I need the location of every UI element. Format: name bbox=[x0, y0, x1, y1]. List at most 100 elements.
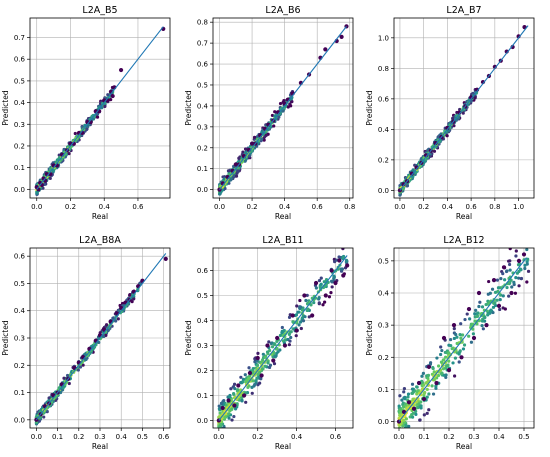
x-tick-label: 0.0 bbox=[213, 433, 224, 441]
density-point bbox=[307, 315, 311, 319]
density-point bbox=[317, 301, 321, 305]
density-point bbox=[435, 356, 439, 360]
density-point bbox=[304, 298, 308, 303]
y-tick-label: 1.0 bbox=[378, 34, 389, 42]
density-point bbox=[452, 124, 456, 128]
y-tick-label: 0.4 bbox=[378, 290, 390, 298]
density-point bbox=[317, 279, 322, 283]
y-tick-label: 0.7 bbox=[14, 34, 25, 42]
x-tick-label: 0.6 bbox=[158, 433, 170, 441]
density-point bbox=[455, 335, 459, 339]
y-tick-label: 0.3 bbox=[14, 121, 25, 129]
data-point bbox=[275, 335, 280, 341]
density-point bbox=[289, 330, 293, 334]
density-point bbox=[430, 384, 434, 388]
density-point bbox=[503, 278, 507, 282]
density-point bbox=[406, 435, 409, 438]
density-point bbox=[414, 412, 418, 416]
density-point bbox=[277, 115, 281, 119]
density-point bbox=[436, 364, 441, 368]
density-point bbox=[270, 345, 275, 349]
density-point bbox=[227, 412, 231, 416]
density-point bbox=[84, 128, 88, 132]
y-tick-label: 0.6 bbox=[197, 267, 209, 275]
y-tick-label: 0.4 bbox=[197, 102, 209, 110]
density-point bbox=[337, 255, 341, 259]
density-point bbox=[510, 285, 514, 289]
density-point bbox=[480, 324, 484, 328]
density-point bbox=[299, 305, 303, 309]
density-point bbox=[507, 262, 512, 267]
axes-frame bbox=[29, 17, 171, 199]
density-point bbox=[330, 285, 334, 289]
density-point bbox=[411, 397, 415, 401]
data-point bbox=[310, 313, 315, 318]
density-point bbox=[475, 314, 479, 319]
density-point bbox=[327, 295, 332, 299]
density-point bbox=[252, 384, 256, 388]
density-point bbox=[404, 402, 408, 406]
density-point bbox=[452, 327, 456, 331]
x-tick-label: 0.2 bbox=[246, 203, 257, 211]
density-point bbox=[401, 443, 404, 446]
x-tick-label: 0.4 bbox=[493, 433, 505, 441]
density-point bbox=[287, 315, 292, 319]
density-point bbox=[422, 413, 426, 417]
density-point bbox=[52, 168, 56, 173]
data-point bbox=[236, 383, 241, 388]
density-point bbox=[463, 317, 467, 322]
density-point bbox=[34, 415, 39, 419]
density-point bbox=[323, 300, 327, 304]
axes-frame bbox=[212, 17, 354, 199]
density-point bbox=[243, 373, 247, 377]
y-axis-label: Predicted bbox=[365, 320, 374, 355]
density-point bbox=[111, 316, 115, 320]
data-point bbox=[313, 280, 319, 286]
y-tick-label: 0.1 bbox=[197, 392, 208, 400]
density-point bbox=[398, 426, 402, 428]
y-tick-label: 0.6 bbox=[14, 253, 26, 261]
density-point bbox=[442, 373, 446, 377]
density-point bbox=[451, 116, 455, 120]
density-point bbox=[457, 352, 461, 356]
y-tick-label: 0.1 bbox=[14, 389, 25, 397]
y-axis-label: Predicted bbox=[184, 90, 193, 125]
density-point bbox=[473, 312, 477, 316]
data-point bbox=[242, 393, 247, 398]
x-tick-label: 0.0 bbox=[31, 433, 42, 441]
y-tick-label: 0.6 bbox=[378, 95, 390, 103]
density-point bbox=[477, 304, 481, 309]
density-point bbox=[488, 309, 492, 313]
density-point bbox=[266, 361, 270, 365]
density-point bbox=[437, 135, 441, 139]
data-point bbox=[345, 263, 350, 268]
data-point bbox=[501, 265, 507, 270]
density-point bbox=[47, 396, 51, 400]
density-point bbox=[299, 326, 303, 331]
x-axis-label: Real bbox=[275, 442, 291, 451]
density-point bbox=[461, 333, 465, 337]
density-point bbox=[473, 96, 477, 100]
density-point bbox=[322, 280, 326, 284]
density-point bbox=[278, 333, 283, 338]
x-axis-label: Real bbox=[275, 212, 291, 221]
density-point bbox=[259, 360, 263, 364]
density-point bbox=[490, 287, 495, 291]
x-axis-label: Real bbox=[92, 442, 108, 451]
data-points bbox=[216, 248, 350, 428]
density-point bbox=[410, 415, 415, 419]
subplot-title: L2A_B8A bbox=[79, 235, 121, 246]
density-point bbox=[493, 301, 497, 305]
density-point bbox=[459, 336, 463, 340]
density-point bbox=[229, 178, 233, 182]
data-point bbox=[259, 373, 264, 378]
density-point bbox=[427, 408, 431, 412]
density-point bbox=[272, 362, 277, 366]
density-point bbox=[258, 381, 262, 385]
y-tick-label: 0.4 bbox=[14, 307, 26, 315]
density-point bbox=[501, 272, 505, 276]
density-point bbox=[403, 397, 407, 401]
axes-frame bbox=[393, 247, 535, 429]
y-tick-label: 0.5 bbox=[197, 81, 208, 89]
